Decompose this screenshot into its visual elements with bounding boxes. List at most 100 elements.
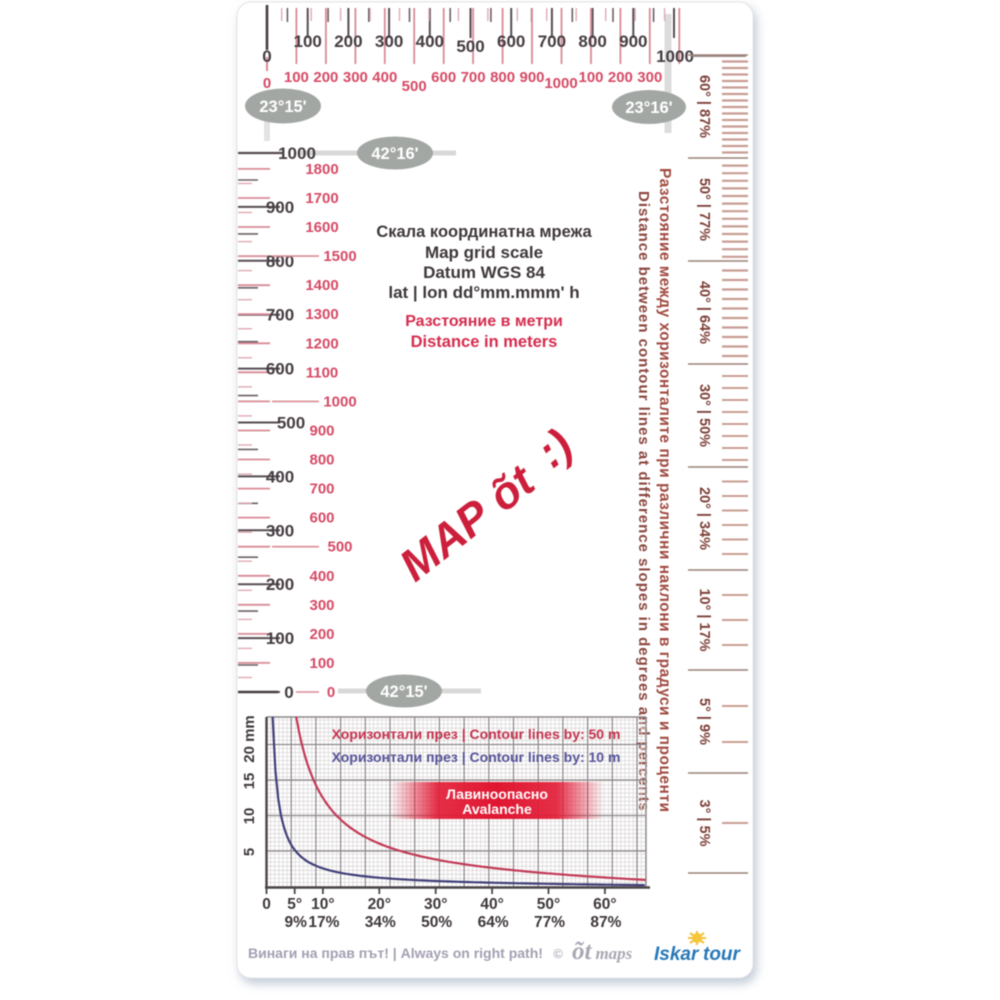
- svg-text:Винаги на прав път! | Always o: Винаги на прав път! | Always on right pa…: [248, 945, 543, 961]
- svg-text:Distance between contour lines: Distance between contour lines at differ…: [635, 191, 652, 811]
- svg-text:50° | 77%: 50° | 77%: [696, 178, 712, 241]
- svg-text:600: 600: [497, 32, 525, 51]
- svg-text:800: 800: [490, 69, 515, 86]
- svg-text:10° | 17%: 10° | 17%: [696, 588, 712, 651]
- svg-text:Скала координатна мрежа: Скала координатна мрежа: [376, 223, 592, 241]
- svg-text:20 mm: 20 mm: [241, 715, 258, 763]
- svg-text:Iskar: Iskar: [654, 944, 700, 965]
- svg-text:50%: 50%: [421, 914, 452, 931]
- svg-text:1800: 1800: [305, 161, 338, 178]
- svg-text:42°15': 42°15': [380, 683, 427, 701]
- svg-text:3° | 5%: 3° | 5%: [696, 800, 712, 847]
- svg-text:60°: 60°: [593, 896, 616, 913]
- svg-text:30°: 30°: [424, 896, 447, 913]
- svg-text:500: 500: [327, 539, 352, 556]
- svg-text:200: 200: [313, 69, 338, 86]
- svg-text:60° | 87%: 60° | 87%: [696, 75, 712, 138]
- svg-text:500: 500: [277, 414, 305, 433]
- svg-text:1700: 1700: [305, 190, 338, 207]
- svg-text:30° | 50%: 30° | 50%: [696, 384, 712, 447]
- svg-text:40°: 40°: [480, 896, 503, 913]
- svg-text:1000: 1000: [323, 393, 356, 410]
- svg-text:9%: 9%: [284, 914, 307, 931]
- svg-text:100: 100: [309, 655, 334, 672]
- svg-text:0: 0: [262, 47, 271, 66]
- svg-text:5°: 5°: [287, 896, 302, 913]
- svg-text:300: 300: [309, 597, 334, 614]
- svg-text:600: 600: [431, 69, 456, 86]
- svg-text:1200: 1200: [305, 335, 338, 352]
- svg-text:300: 300: [343, 69, 368, 86]
- svg-text:400: 400: [309, 568, 334, 585]
- svg-text:100: 100: [284, 69, 309, 86]
- svg-text:77%: 77%: [534, 914, 565, 931]
- svg-text:1300: 1300: [305, 306, 338, 323]
- svg-text:Datum WGS 84: Datum WGS 84: [423, 263, 545, 282]
- svg-text:5: 5: [241, 848, 258, 856]
- svg-text:23°15': 23°15': [259, 98, 306, 116]
- svg-text:800: 800: [266, 252, 294, 271]
- svg-text:17%: 17%: [308, 914, 339, 931]
- svg-text:42°16': 42°16': [371, 145, 418, 163]
- svg-text:100: 100: [294, 32, 322, 51]
- svg-text:5° | 9%: 5° | 9%: [696, 698, 712, 745]
- svg-text:87%: 87%: [590, 914, 621, 931]
- svg-text:100: 100: [266, 629, 294, 648]
- svg-text:1100: 1100: [306, 364, 339, 381]
- svg-text:20°: 20°: [368, 896, 391, 913]
- svg-text:Distance in meters: Distance in meters: [411, 333, 558, 351]
- svg-text:1000: 1000: [544, 75, 577, 92]
- svg-text:1000: 1000: [278, 144, 316, 163]
- svg-text:200: 200: [608, 69, 633, 86]
- svg-text:64%: 64%: [478, 914, 509, 931]
- svg-text:40° | 64%: 40° | 64%: [696, 281, 712, 344]
- svg-text:1000: 1000: [656, 47, 694, 66]
- svg-text:50°: 50°: [537, 896, 560, 913]
- svg-text:300: 300: [637, 69, 662, 86]
- svg-text:900: 900: [519, 69, 544, 86]
- svg-text:Хоризонтали през | Contour lin: Хоризонтали през | Contour lines by: 50 …: [332, 726, 621, 742]
- svg-text:900: 900: [266, 198, 294, 217]
- svg-text:300: 300: [266, 521, 294, 540]
- svg-text:Хоризонтали през | Contour lin: Хоризонтали през | Contour lines by: 10 …: [332, 749, 621, 765]
- svg-text:Map grid scale: Map grid scale: [425, 243, 543, 262]
- svg-text:1400: 1400: [305, 277, 338, 294]
- svg-text:lat | lon dd°mm.mmm' h: lat | lon dd°mm.mmm' h: [388, 283, 579, 302]
- svg-text:600: 600: [266, 360, 294, 379]
- svg-text:15: 15: [241, 773, 258, 790]
- svg-text:700: 700: [266, 306, 294, 325]
- svg-text:0: 0: [262, 896, 271, 913]
- svg-text:200: 200: [334, 32, 362, 51]
- svg-text:0: 0: [263, 75, 271, 92]
- svg-text:800: 800: [309, 452, 334, 469]
- svg-text:500: 500: [456, 37, 484, 56]
- svg-text:200: 200: [266, 575, 294, 594]
- svg-text:600: 600: [309, 510, 334, 527]
- svg-text:700: 700: [538, 32, 566, 51]
- svg-text:34%: 34%: [365, 914, 396, 931]
- svg-text:400: 400: [266, 467, 294, 486]
- svg-text:0: 0: [327, 684, 335, 701]
- svg-text:400: 400: [372, 69, 397, 86]
- svg-text:©: ©: [553, 946, 563, 961]
- svg-text:800: 800: [578, 32, 606, 51]
- svg-text:20° | 34%: 20° | 34%: [696, 487, 712, 550]
- svg-text:300: 300: [375, 32, 403, 51]
- svg-text:10: 10: [241, 808, 258, 825]
- svg-text:500: 500: [402, 78, 427, 95]
- svg-text:Разстояние между хоризонталите: Разстояние между хоризонталите при разли…: [656, 168, 673, 812]
- svg-text:23°16': 23°16': [625, 99, 672, 117]
- svg-text:200: 200: [309, 626, 334, 643]
- svg-text:700: 700: [309, 481, 334, 498]
- svg-text:0: 0: [284, 683, 293, 702]
- svg-text:10°: 10°: [311, 896, 334, 913]
- svg-text:Avalanche: Avalanche: [462, 801, 532, 817]
- svg-text:Разстояние в метри: Разстояние в метри: [405, 313, 563, 330]
- svg-text:900: 900: [619, 32, 647, 51]
- svg-text:tour: tour: [703, 944, 742, 965]
- svg-text:Лавиноопасно: Лавиноопасно: [446, 786, 548, 802]
- svg-text:900: 900: [309, 423, 334, 440]
- svg-text:100: 100: [578, 69, 603, 86]
- svg-text:700: 700: [461, 69, 486, 86]
